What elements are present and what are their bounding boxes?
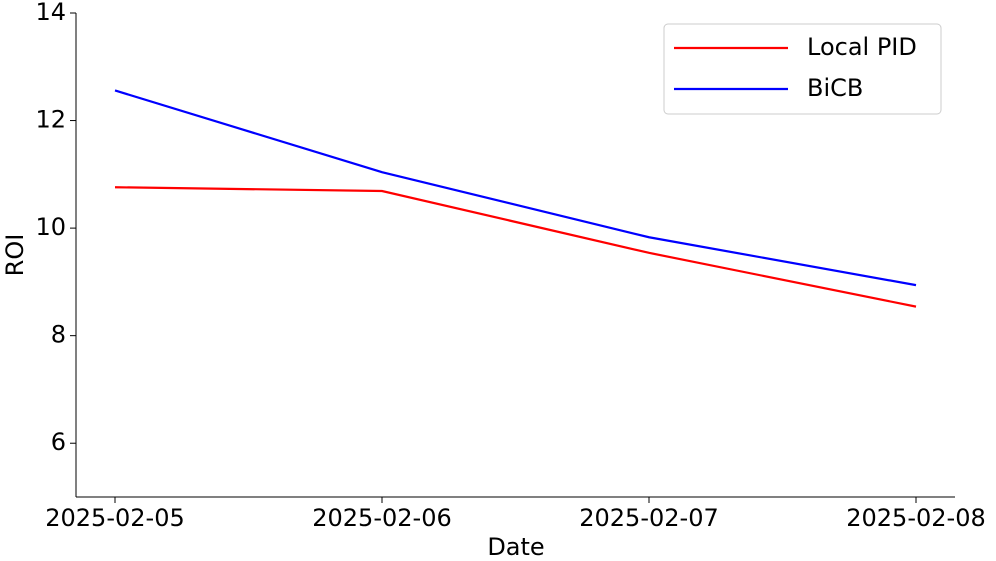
y-tick-label: 8 (51, 321, 66, 349)
x-tick-label: 2025-02-05 (45, 504, 184, 532)
legend-box (663, 23, 942, 115)
y-tick-label: 10 (35, 213, 66, 241)
x-tick-label: 2025-02-06 (312, 504, 451, 532)
x-tick-label: 2025-02-07 (579, 504, 718, 532)
y-tick-label: 14 (35, 0, 66, 26)
y-tick-label: 12 (35, 106, 66, 134)
legend-label: Local PID (807, 33, 917, 61)
x-tick-label: 2025-02-08 (846, 504, 985, 532)
line-series (114, 89, 917, 287)
x-axis-label: Date (487, 533, 544, 561)
line-series (114, 186, 917, 308)
y-axis-label: ROI (1, 234, 29, 277)
y-tick-label: 6 (51, 428, 66, 456)
legend-label: BiCB (807, 74, 863, 102)
